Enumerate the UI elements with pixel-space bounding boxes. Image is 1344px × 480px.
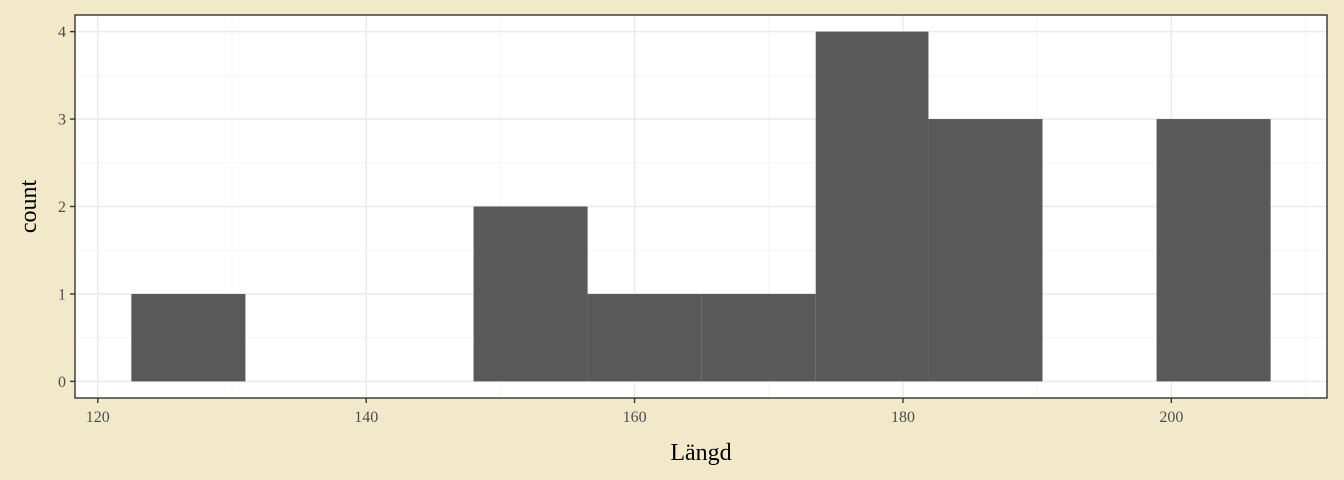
x-tick-label: 120 [86,409,110,426]
y-tick-label: 1 [58,286,66,303]
y-axis: 0 1 2 3 4 [58,24,75,391]
histogram-bar [473,206,588,382]
histogram-bar [928,119,1043,382]
x-tick-label: 180 [891,409,915,426]
y-tick-label: 3 [58,112,66,129]
histogram-bar [131,293,246,382]
y-tick-label: 4 [58,24,66,41]
x-axis-title: Längd [670,440,731,466]
histogram-bar [815,31,929,382]
y-axis-title: count [16,180,42,234]
x-tick-label: 140 [354,409,378,426]
x-tick-label: 200 [1159,409,1183,426]
histogram-bars [131,31,1271,382]
y-tick-label: 2 [58,199,66,216]
x-axis: 120 140 160 180 200 [86,398,1183,426]
y-tick-label: 0 [58,374,66,391]
histogram-bar [1156,119,1271,382]
histogram-bar [587,293,702,382]
x-tick-label: 160 [623,409,647,426]
histogram-bar [701,293,816,382]
